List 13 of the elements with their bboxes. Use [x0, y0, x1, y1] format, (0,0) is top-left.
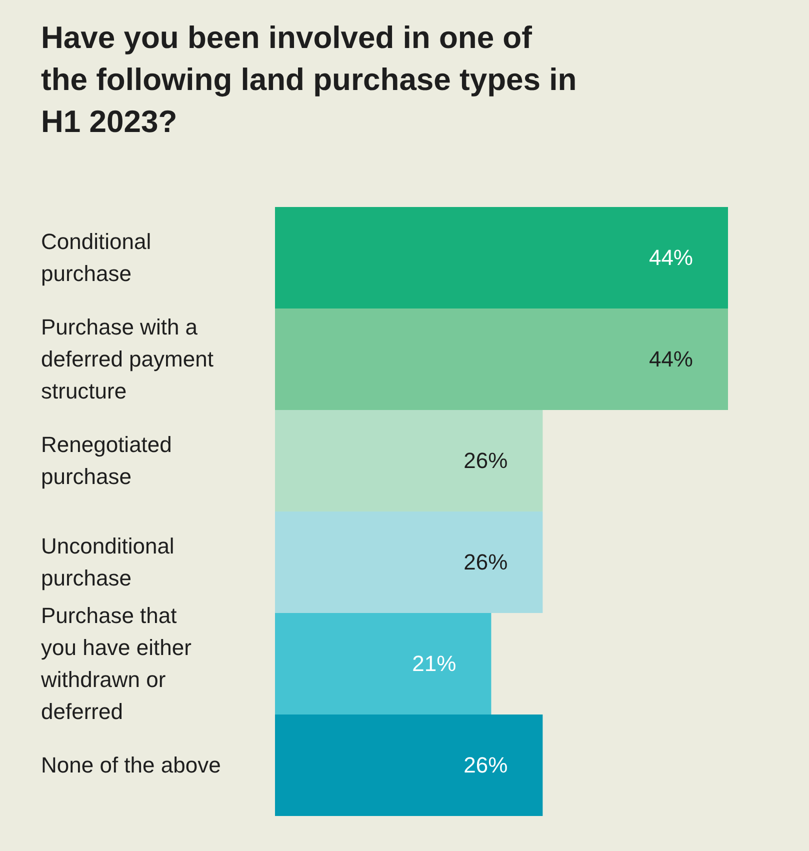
- data-label: 44%: [648, 244, 693, 270]
- y-tick-label: Renegotiated purchase: [41, 432, 172, 489]
- data-label: 26%: [464, 448, 508, 473]
- data-label: 26%: [464, 549, 508, 574]
- y-tick-label: Conditional purchase: [41, 228, 152, 286]
- y-tick-label: None of the above: [41, 752, 221, 778]
- y-tick-label: Purchase with a deferred payment structure: [41, 314, 214, 404]
- y-tick-label: Purchase that you have either withdrawn or deferred: [40, 602, 192, 724]
- chart-title: Have you been involved in one of the following land purchase types in H1 2023?: [41, 20, 577, 139]
- y-tick-label: Unconditional purchase: [41, 533, 174, 590]
- data-label: 26%: [464, 752, 508, 778]
- data-label: 44%: [648, 346, 693, 372]
- data-label: 21%: [412, 650, 456, 676]
